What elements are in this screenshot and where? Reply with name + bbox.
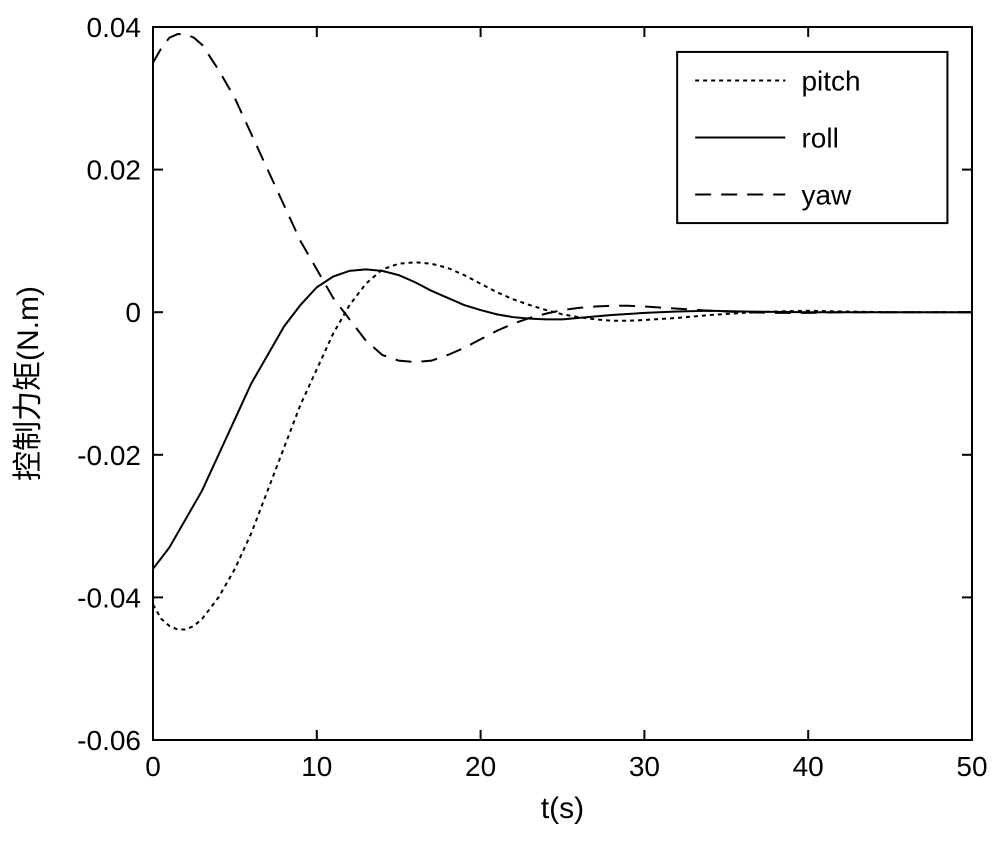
y-tick-label: -0.02 [77,440,141,471]
x-tick-label: 0 [145,751,161,782]
legend-label-yaw: yaw [801,180,852,211]
x-tick-label: 10 [301,751,332,782]
x-tick-label: 20 [465,751,496,782]
chart-container: 0 10 20 30 40 50 -0.06 -0.04 -0.02 0 0.02 0.04 t(s) 控… [0,0,1000,843]
y-tick-label: 0 [125,297,141,328]
x-tick-label: 40 [793,751,824,782]
x-axis-label: t(s) [541,792,584,825]
legend: pitch roll yaw [677,52,947,223]
y-axis-label: 控制力矩(N.m) [12,286,45,481]
y-tick-label: -0.04 [77,582,141,613]
legend-label-pitch: pitch [801,65,860,96]
line-chart: 0 10 20 30 40 50 -0.06 -0.04 -0.02 0 0.02 0.04 t(s) 控… [0,0,1000,843]
y-tick-label: -0.06 [77,725,141,756]
legend-label-roll: roll [801,123,838,154]
y-tick-label: 0.04 [87,12,142,43]
x-tick-label: 50 [956,751,987,782]
x-tick-label: 30 [629,751,660,782]
y-tick-label: 0.02 [87,155,142,186]
